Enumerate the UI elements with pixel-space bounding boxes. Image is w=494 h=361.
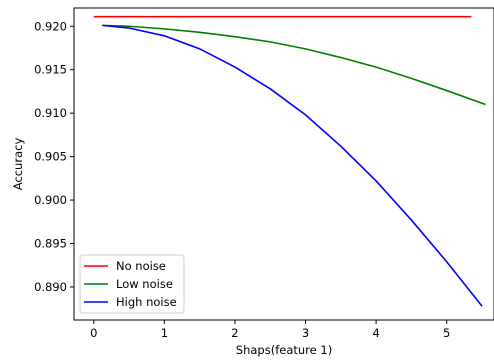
x-tick-label: 2	[231, 326, 238, 340]
legend-label: High noise	[116, 295, 177, 309]
x-tick-label: 1	[161, 326, 168, 340]
legend-label: No noise	[116, 259, 166, 273]
plot-frame	[73, 7, 494, 321]
x-tick-label: 0	[90, 326, 97, 340]
y-tick-label: 0.900	[34, 193, 67, 207]
y-tick-label: 0.895	[34, 237, 67, 251]
series-line-high-noise	[102, 24, 483, 307]
legend-label: Low noise	[116, 277, 173, 291]
legend-box	[79, 254, 185, 314]
series-line-low-noise	[102, 24, 486, 106]
y-tick-label: 0.890	[34, 280, 67, 294]
y-tick-label: 0.920	[34, 19, 67, 33]
y-tick-label: 0.905	[34, 150, 67, 164]
x-tick-label: 4	[372, 326, 379, 340]
y-axis-ticks: 0.890 0.895 0.900 0.905 0.910 0.915 0.920	[34, 19, 74, 294]
x-tick-label: 3	[302, 326, 309, 340]
y-tick-label: 0.910	[34, 106, 67, 120]
x-axis-ticks: 0 1 2 3 4 5	[90, 320, 450, 340]
legend: No noise Low noise High noise	[79, 254, 185, 314]
series-layer	[93, 15, 486, 307]
x-axis-label: Shaps(feature 1)	[236, 343, 332, 357]
y-tick-label: 0.915	[34, 63, 67, 77]
x-tick-label: 5	[443, 326, 450, 340]
y-axis-label: Accuracy	[11, 138, 25, 191]
